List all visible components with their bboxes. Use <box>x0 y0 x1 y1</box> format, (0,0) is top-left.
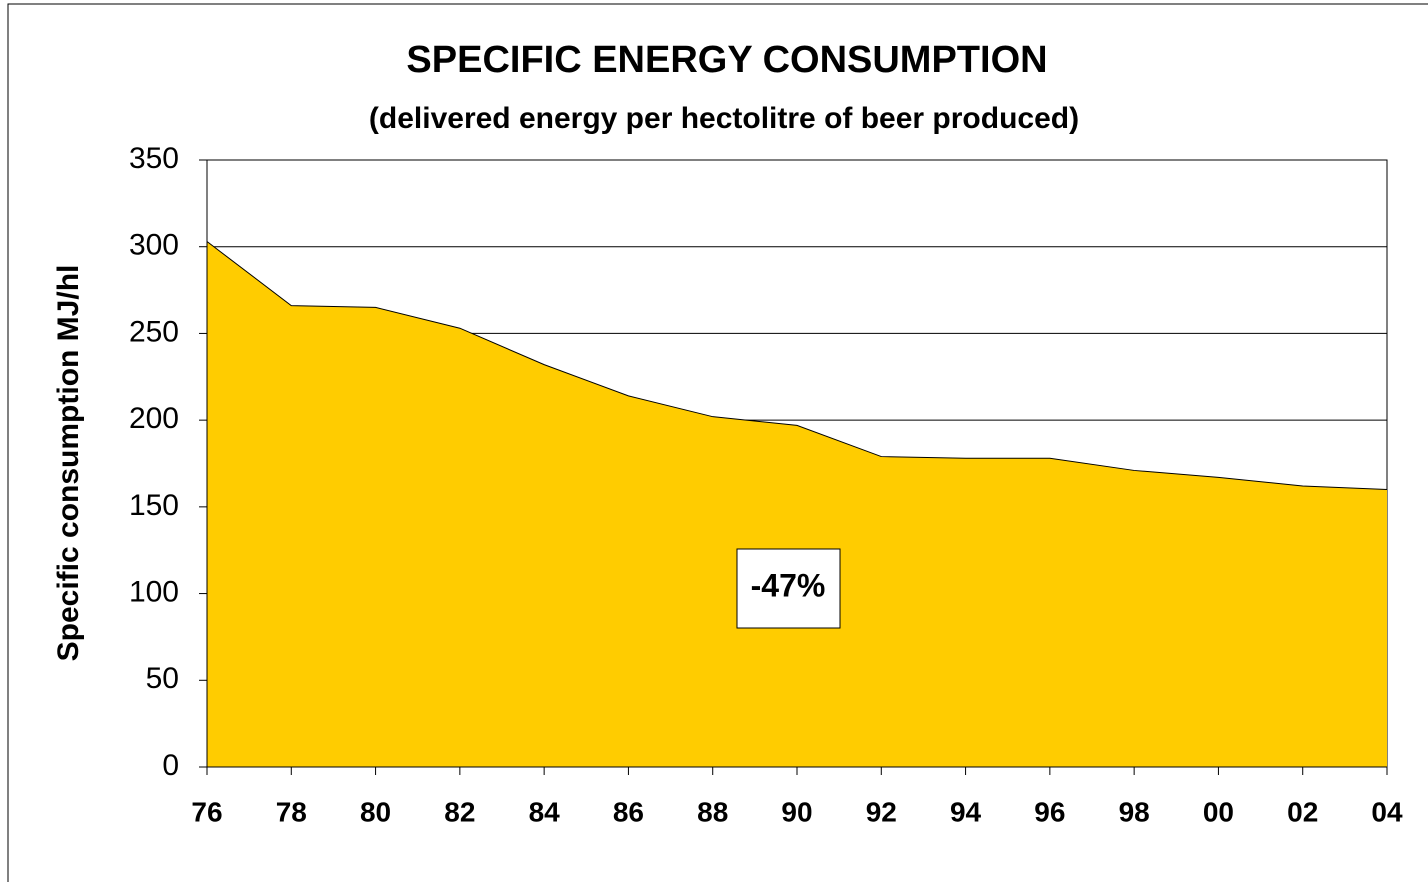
y-tick-label: 350 <box>129 142 179 175</box>
y-tick-label: 150 <box>129 489 179 522</box>
chart-subtitle: (delivered energy per hectolitre of beer… <box>369 102 1079 135</box>
y-tick-label: 300 <box>129 229 179 262</box>
x-tick-label: 04 <box>1371 796 1403 827</box>
x-tick-label: 76 <box>191 796 222 827</box>
x-tick-label: 02 <box>1287 796 1318 827</box>
x-tick-label: 92 <box>866 796 897 827</box>
x-tick-label: 86 <box>613 796 644 827</box>
x-tick-label: 82 <box>444 796 475 827</box>
x-tick-label: 96 <box>1034 796 1065 827</box>
x-tick-label: 88 <box>697 796 728 827</box>
x-tick-label: 90 <box>781 796 812 827</box>
annotation: -47% <box>751 567 826 603</box>
x-tick-label: 78 <box>276 796 307 827</box>
x-tick-label: 80 <box>360 796 391 827</box>
y-tick-label: 200 <box>129 402 179 435</box>
x-tick-label: 00 <box>1203 796 1234 827</box>
y-tick-label: 50 <box>146 662 179 695</box>
area <box>207 241 1387 768</box>
x-tick-label: 98 <box>1119 796 1150 827</box>
x-tick-label: 94 <box>950 796 982 827</box>
annotation-box <box>736 548 841 629</box>
x-tick-label: 84 <box>529 796 561 827</box>
y-tick-label: 250 <box>129 315 179 348</box>
area-line <box>206 241 1388 491</box>
chart-title: SPECIFIC ENERGY CONSUMPTION <box>406 39 1047 81</box>
y-tick-label: 100 <box>129 575 179 608</box>
y-tick-label: 0 <box>162 749 179 782</box>
y-axis-label: Specific consumption MJ/hl <box>52 265 85 662</box>
